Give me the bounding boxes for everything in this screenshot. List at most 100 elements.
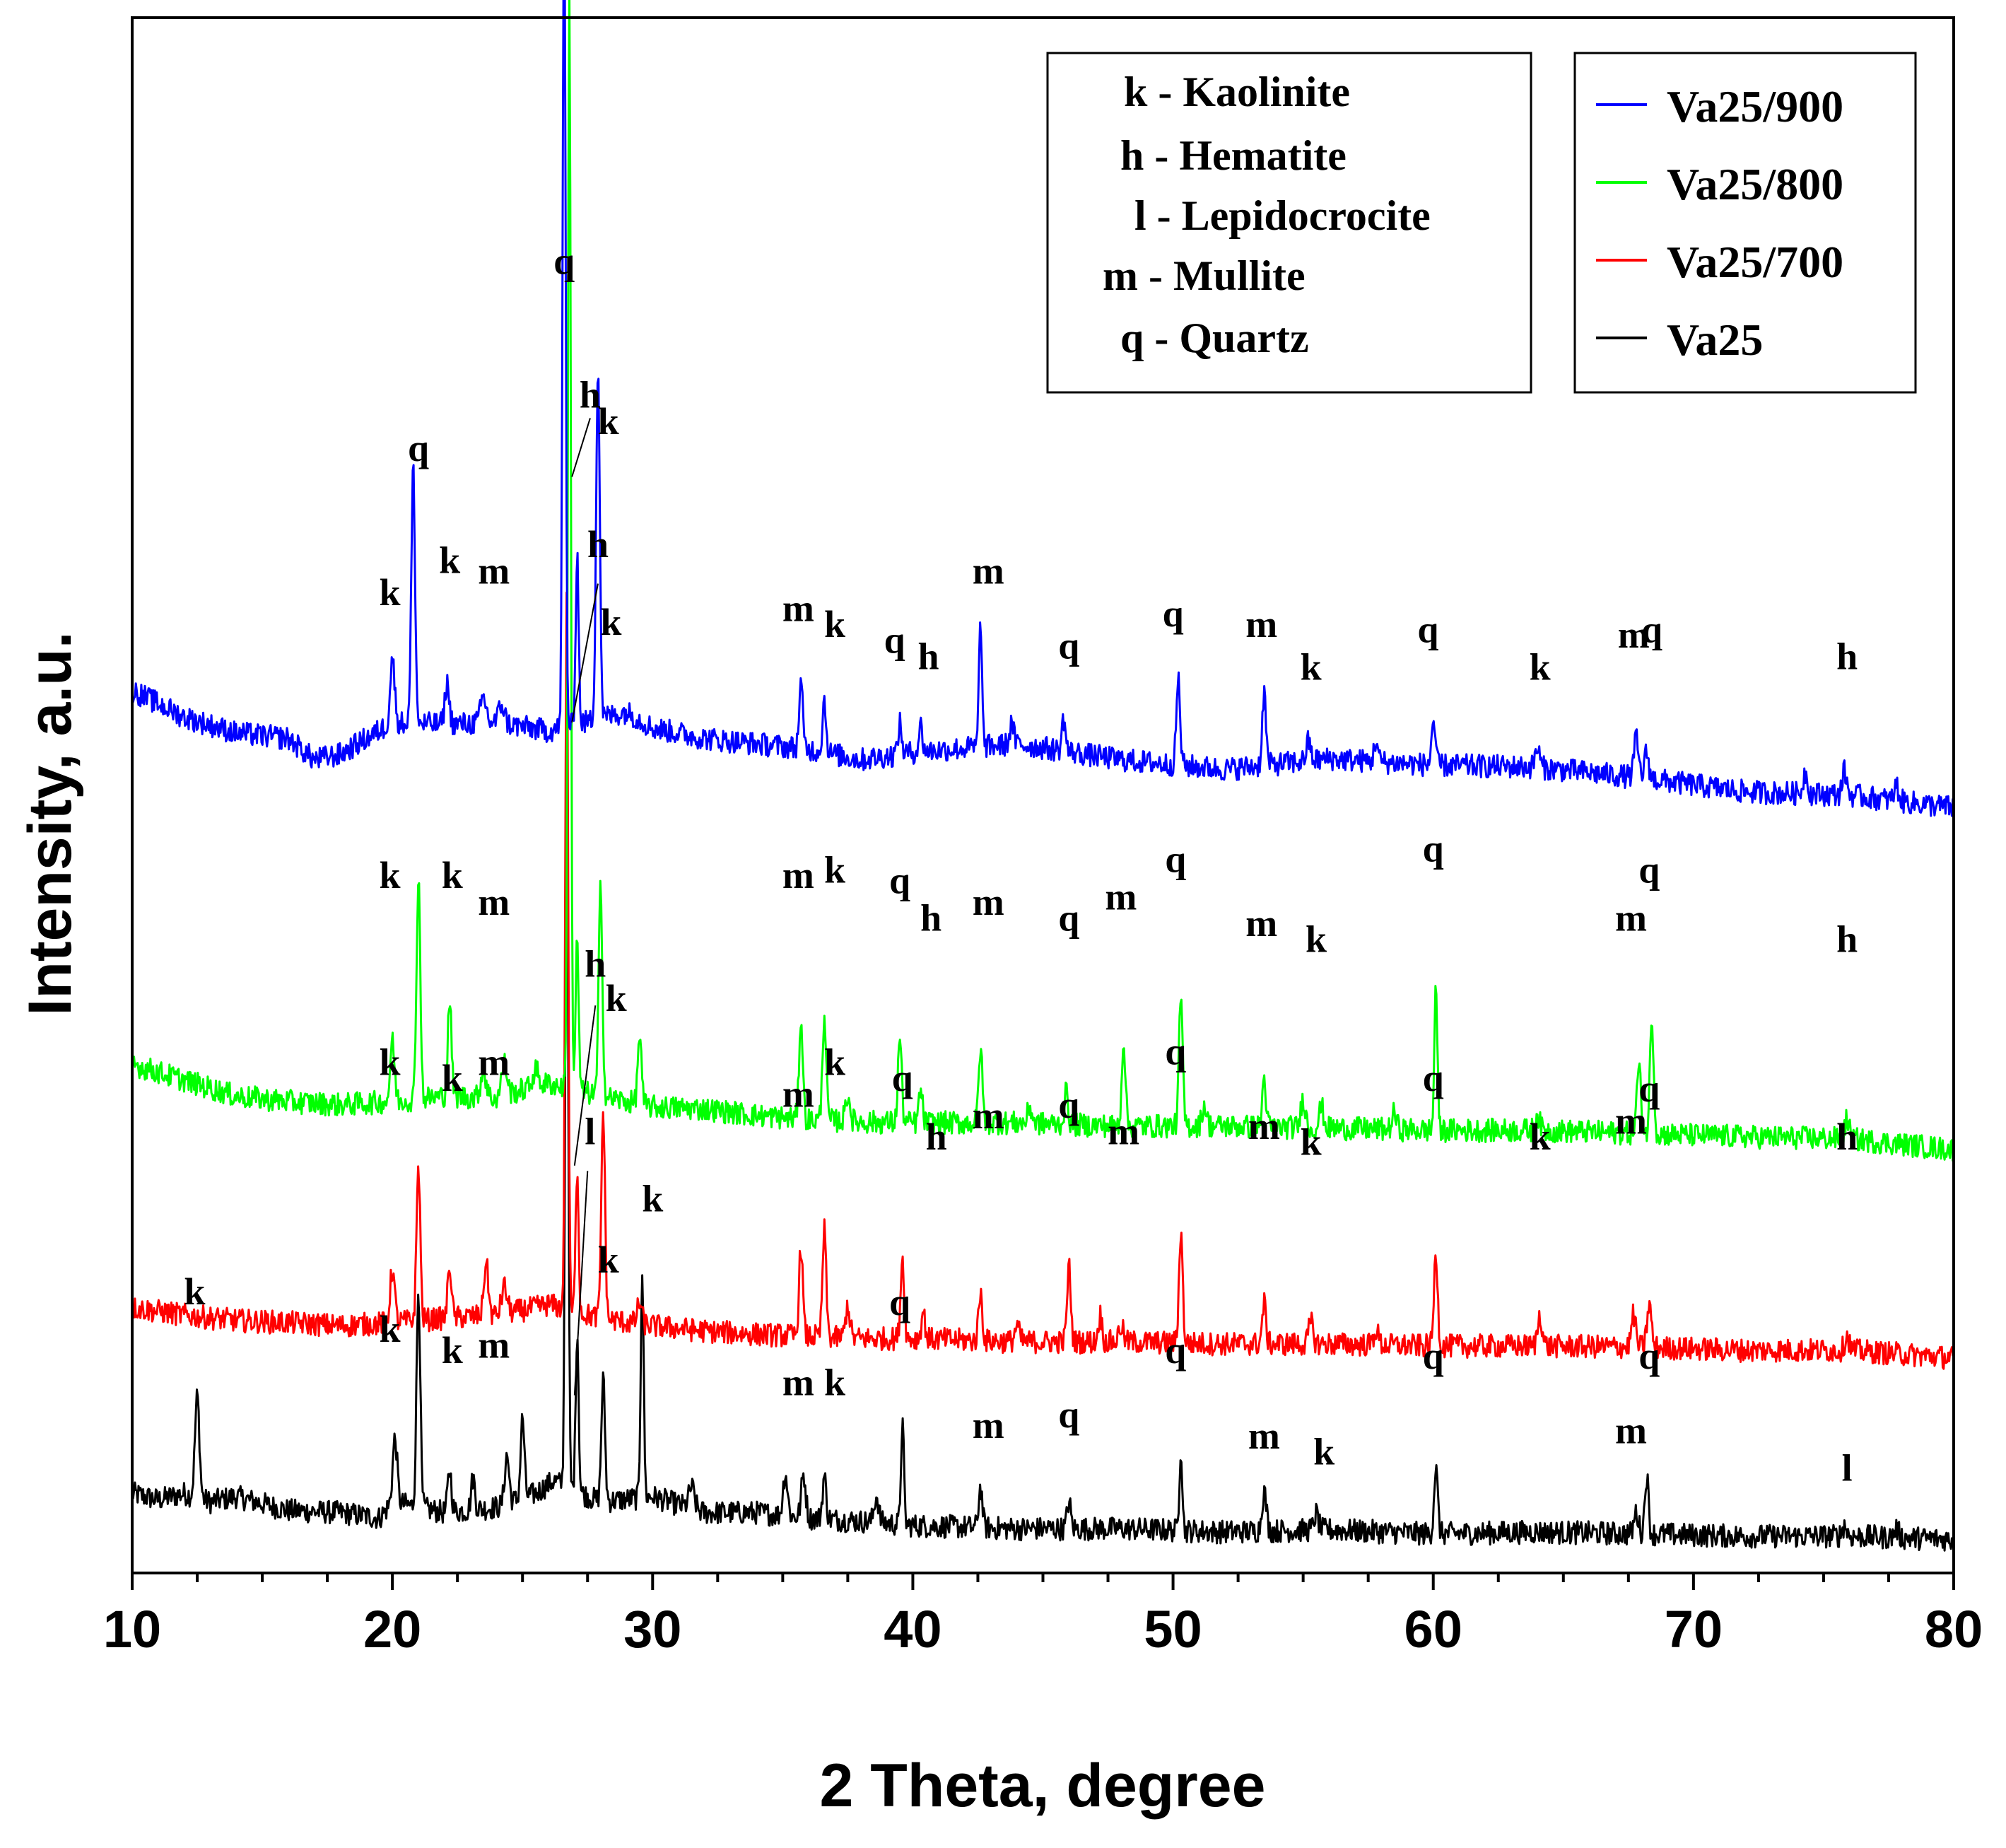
peak-label-va25-700-k: k: [1301, 1121, 1322, 1164]
peak-label-va25-700-q: q: [1165, 1030, 1186, 1072]
x-tick-label-80: 80: [1925, 1600, 1983, 1659]
legend-label-va25: Va25: [1667, 315, 1763, 365]
leader-line-layer: [571, 418, 599, 1396]
peak-label-va25-700-k: k: [1530, 1116, 1551, 1158]
peak-label-va25-800-q: q: [1423, 827, 1444, 870]
peak-label-va25-800-m: m: [973, 881, 1004, 923]
peak-label-va25-k: k: [379, 1308, 400, 1350]
peak-label-va25-l: l: [1842, 1446, 1853, 1489]
peak-label-va25-900-q: q: [408, 427, 429, 469]
peak-label-va25-700-h: h: [926, 1116, 947, 1158]
peak-label-va25-900-h: h: [1836, 635, 1858, 677]
peak-label-va25-700-m: m: [1615, 1100, 1647, 1142]
x-tick-label-70: 70: [1665, 1600, 1723, 1659]
peak-label-va25-900-q: q: [1163, 592, 1184, 635]
peak-label-va25-900-q: q: [553, 240, 575, 283]
x-axis-title: 2 Theta, degree: [820, 1752, 1266, 1820]
peak-label-va25-700-m: m: [782, 1073, 814, 1116]
peak-label-va25-900-m: m: [478, 550, 510, 592]
x-axis: 10 20 30 40 50 60 70 80: [103, 1573, 1983, 1659]
peak-label-va25-800-m: m: [1105, 875, 1137, 918]
phase-legend-lepidocrocite: l - Lepidocrocite: [1134, 192, 1431, 239]
peak-label-va25-900-k: k: [824, 603, 845, 645]
peak-label-va25-800-k: k: [600, 601, 621, 643]
peak-label-va25-900-q: q: [1417, 609, 1438, 651]
peak-label-va25-900-k: k: [598, 400, 619, 443]
peak-label-va25-700-k: k: [379, 1041, 400, 1083]
peak-label-va25-q: q: [1423, 1335, 1444, 1377]
peak-label-va25-k: k: [1313, 1431, 1335, 1473]
peak-label-va25-800-k: k: [442, 854, 463, 896]
phase-legend-kaolinite: k - Kaolinite: [1124, 69, 1350, 115]
peak-label-va25-700-h: h: [1836, 1116, 1858, 1158]
peak-label-va25-m: m: [782, 1362, 814, 1404]
peak-label-va25-700-q: q: [1638, 1068, 1660, 1110]
peak-label-va25-700-k: k: [824, 1041, 845, 1083]
peak-label-va25-900-m: m: [1618, 614, 1650, 656]
peak-label-va25-800-k: k: [824, 849, 845, 891]
x-tick-label-50: 50: [1144, 1600, 1202, 1659]
peak-label-va25-900-m: m: [1245, 603, 1277, 645]
x-tick-label-60: 60: [1404, 1600, 1462, 1659]
series-layer: [131, 0, 1955, 1552]
x-tick-label-20: 20: [363, 1600, 421, 1659]
peak-label-va25-700-k: k: [606, 977, 627, 1019]
peak-label-va25-900-h: h: [917, 635, 939, 677]
label-leader-line-0: [571, 418, 591, 477]
peak-label-va25-800-h: h: [1836, 918, 1858, 961]
peak-label-va25-700-q: q: [1423, 1057, 1444, 1099]
peak-label-va25-k: k: [824, 1362, 845, 1404]
peak-label-va25-800-m: m: [782, 854, 814, 896]
legend-label-va25-700: Va25/700: [1667, 237, 1843, 287]
peak-label-va25-700-m: m: [1108, 1111, 1139, 1153]
peak-label-va25-k: k: [184, 1270, 205, 1313]
peak-label-va25-700-m: m: [973, 1094, 1004, 1137]
peak-label-va25-900-h: h: [580, 373, 601, 416]
peak-label-va25-800-h: h: [920, 897, 942, 940]
label-leader-line-2: [573, 1005, 597, 1166]
series-legend-box: [1573, 52, 1917, 394]
peak-label-va25-900-q: q: [1058, 624, 1079, 667]
series-line-va25-900: [131, 0, 1955, 817]
peak-label-va25-800-m: m: [1615, 897, 1647, 940]
phase-legend-box: [1046, 52, 1532, 394]
peak-label-va25-q: q: [889, 1281, 910, 1323]
peak-label-va25-800-m: m: [478, 881, 510, 923]
peak-label-va25-800-q: q: [1058, 897, 1079, 940]
series-line-va25-800: [131, 0, 1955, 1162]
series-legend: Va25/900 Va25/800 Va25/700 Va25: [1573, 52, 1917, 394]
peak-label-va25-q: q: [1165, 1329, 1186, 1372]
peak-label-va25-900-k: k: [1301, 646, 1322, 689]
peak-label-va25-800-k: k: [1306, 918, 1327, 961]
legend-label-va25-800: Va25/800: [1667, 159, 1843, 209]
peak-label-va25-800-q: q: [1638, 849, 1660, 891]
peak-label-va25-900-k: k: [1530, 646, 1551, 689]
peak-label-va25-q: q: [1638, 1335, 1660, 1377]
peak-label-va25-k: k: [442, 1329, 463, 1372]
label-leader-line-1: [571, 583, 599, 723]
peak-label-va25-700-q: q: [892, 1057, 913, 1099]
phase-legend-quartz: q - Quartz: [1120, 315, 1309, 361]
peak-label-va25-900-q: q: [884, 619, 905, 662]
peak-label-va25-700-h: h: [585, 942, 606, 985]
series-line-va25: [131, 762, 1955, 1552]
phase-legend-mullite: m - Mullite: [1103, 252, 1306, 299]
x-tick-label-10: 10: [103, 1600, 161, 1659]
peak-label-va25-m: m: [1248, 1415, 1280, 1457]
peak-label-va25-800-q: q: [1165, 838, 1186, 880]
peak-label-va25-k: k: [642, 1178, 663, 1220]
peak-label-va25-700-m: m: [478, 1041, 510, 1083]
peak-label-va25-900-q: q: [1641, 609, 1662, 651]
y-axis-title: Intensity, a.u.: [16, 631, 84, 1015]
x-tick-label-30: 30: [623, 1600, 681, 1659]
peak-label-va25-m: m: [973, 1404, 1004, 1446]
peak-label-va25-900-k: k: [439, 539, 460, 582]
legend-label-va25-900: Va25/900: [1667, 81, 1843, 131]
peak-label-va25-700-q: q: [1058, 1084, 1079, 1126]
phase-legend-hematite: h - Hematite: [1120, 132, 1347, 179]
peak-label-va25-800-h: h: [587, 523, 609, 566]
peak-label-va25-k: k: [598, 1239, 619, 1281]
phase-legend: k - Kaolinite h - Hematite l - Lepidocro…: [1046, 52, 1532, 394]
